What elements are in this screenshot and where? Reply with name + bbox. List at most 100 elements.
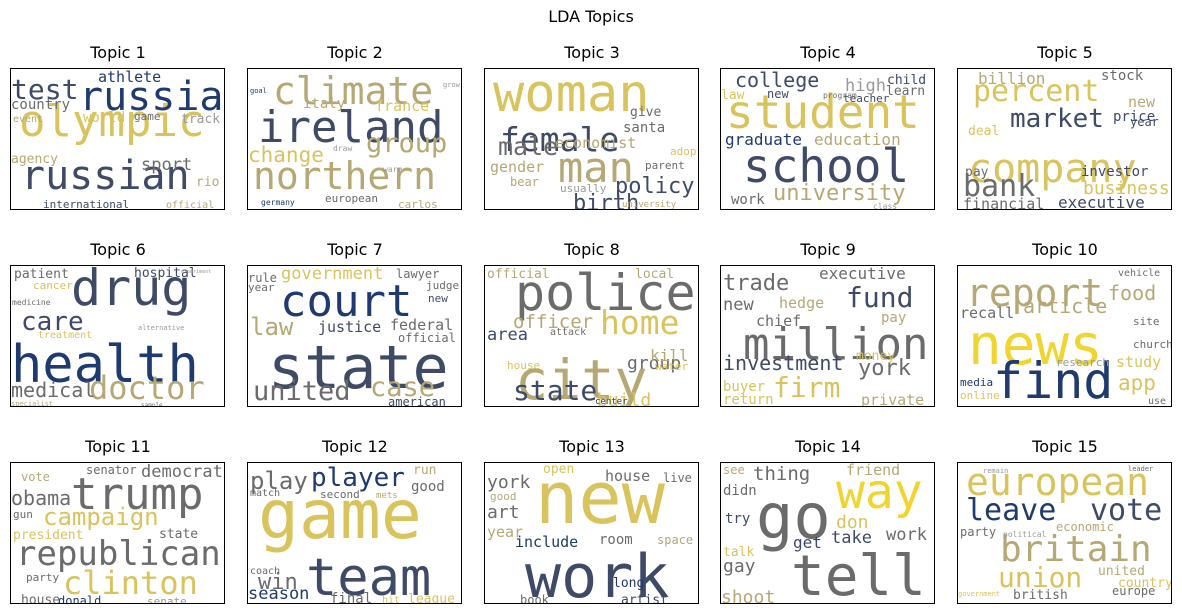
word-warm: warm <box>383 165 402 174</box>
word-run: run <box>413 463 436 478</box>
word-business: business <box>1083 178 1170 199</box>
wordcloud-svg: health drug doctor care medical hospital patie… <box>11 266 211 407</box>
word-female: female <box>500 120 619 159</box>
word-attack: attack <box>550 327 586 338</box>
word-new: new <box>535 463 666 540</box>
word-new: new <box>1128 93 1156 111</box>
word-economic: economic <box>1056 520 1114 534</box>
word-patient: patient <box>14 267 69 282</box>
word-way: way <box>836 464 923 520</box>
topic-wordcloud: new work york art house include year room open go… <box>484 462 699 604</box>
word-deal: deal <box>968 124 999 139</box>
topic-wordcloud: olympic russia russian test sport athlete coun… <box>10 68 225 210</box>
word-build: build <box>597 390 651 407</box>
wordcloud-svg: state court united case law government justice… <box>248 266 459 406</box>
topic-title: Topic 5 <box>1037 43 1093 62</box>
word-remain: remain <box>983 467 1008 475</box>
word-league: league <box>408 592 455 604</box>
word-friend: friend <box>846 463 900 479</box>
word-get: get <box>793 533 822 552</box>
topic-title: Topic 12 <box>322 437 388 456</box>
word-try: try <box>725 511 750 527</box>
word-specialist: specialist <box>11 400 53 407</box>
word-report: report <box>966 271 1103 315</box>
word-site: site <box>1133 315 1160 328</box>
word-obama: obama <box>11 486 71 510</box>
word-rio: rio <box>196 175 219 190</box>
word-federal: federal <box>390 316 453 334</box>
word-year: year <box>248 281 275 294</box>
word-northern: northern <box>253 154 436 198</box>
word-political: political <box>1003 530 1047 539</box>
word-bear: bear <box>510 175 539 189</box>
word-vote: vote <box>21 470 50 484</box>
topic-wordcloud: health drug doctor care medical hospital patie… <box>10 265 225 407</box>
word-stock: stock <box>1101 69 1144 84</box>
word-long: long <box>613 576 644 591</box>
word-book: book <box>520 593 550 604</box>
word-room: room <box>599 532 633 548</box>
word-trump: trump <box>71 469 203 520</box>
word-don: don <box>836 512 869 533</box>
word-college: college <box>735 69 819 92</box>
word-official: official <box>166 200 214 210</box>
topic-wordcloud: woman man female male policy birth gender econo… <box>484 68 699 210</box>
word-medical: medical <box>11 378 95 402</box>
word-draw: draw <box>333 144 352 153</box>
word-university: university <box>622 200 677 210</box>
word-country: country <box>1118 576 1172 591</box>
word-gun: gun <box>13 508 33 521</box>
word-million: million <box>743 319 928 370</box>
word-work: work <box>525 542 670 604</box>
word-chief: chief <box>756 312 801 330</box>
word-final: final <box>330 591 372 604</box>
word-learn: learn <box>886 84 925 99</box>
word-price: price <box>1113 109 1155 125</box>
word-state: state <box>513 374 597 407</box>
word-take: take <box>831 528 872 548</box>
word-law: law <box>721 88 745 103</box>
word-health: health <box>11 335 199 395</box>
word-party: party <box>960 525 996 539</box>
word-new: new <box>428 292 448 305</box>
word-live: live <box>663 471 692 485</box>
word-official: official <box>487 267 550 282</box>
word-school: school <box>743 139 909 193</box>
word-percent: percent <box>973 74 1099 109</box>
word-grow: grow <box>443 81 461 89</box>
word-change: change <box>248 143 324 167</box>
word-york: york <box>487 472 531 493</box>
word-news: news <box>968 313 1103 378</box>
word-campaign: campaign <box>43 503 159 531</box>
word-house: house <box>507 359 540 372</box>
word-house: house <box>21 593 60 604</box>
topic-title: Topic 11 <box>85 437 151 456</box>
word-firm: firm <box>773 371 840 404</box>
word-billion: billion <box>978 69 1045 88</box>
word-country: country <box>11 97 70 113</box>
word-agency: agency <box>11 152 58 167</box>
word-church: church <box>1133 338 1172 351</box>
word-art: art <box>487 502 520 523</box>
word-game: game <box>258 476 422 555</box>
word-pay: pay <box>881 310 906 326</box>
word-democrat: democrat <box>141 463 223 482</box>
word-male: male <box>498 132 558 161</box>
word-carlos: carlos <box>398 198 438 210</box>
word-thing: thing <box>753 463 810 485</box>
word-new: new <box>723 295 754 315</box>
word-leader: leader <box>1128 465 1153 473</box>
topic-title: Topic 2 <box>327 43 383 62</box>
word-france: france <box>375 97 429 115</box>
word-house: house <box>605 467 650 485</box>
word-program: program <box>823 91 857 100</box>
topic-title: Topic 3 <box>564 43 620 62</box>
word-state: state <box>268 333 449 403</box>
topic-wordcloud: police city home state officer group area kill b… <box>484 265 699 407</box>
word-good: good <box>490 490 517 503</box>
word-give: give <box>630 105 661 120</box>
word-article: article <box>1023 294 1107 318</box>
